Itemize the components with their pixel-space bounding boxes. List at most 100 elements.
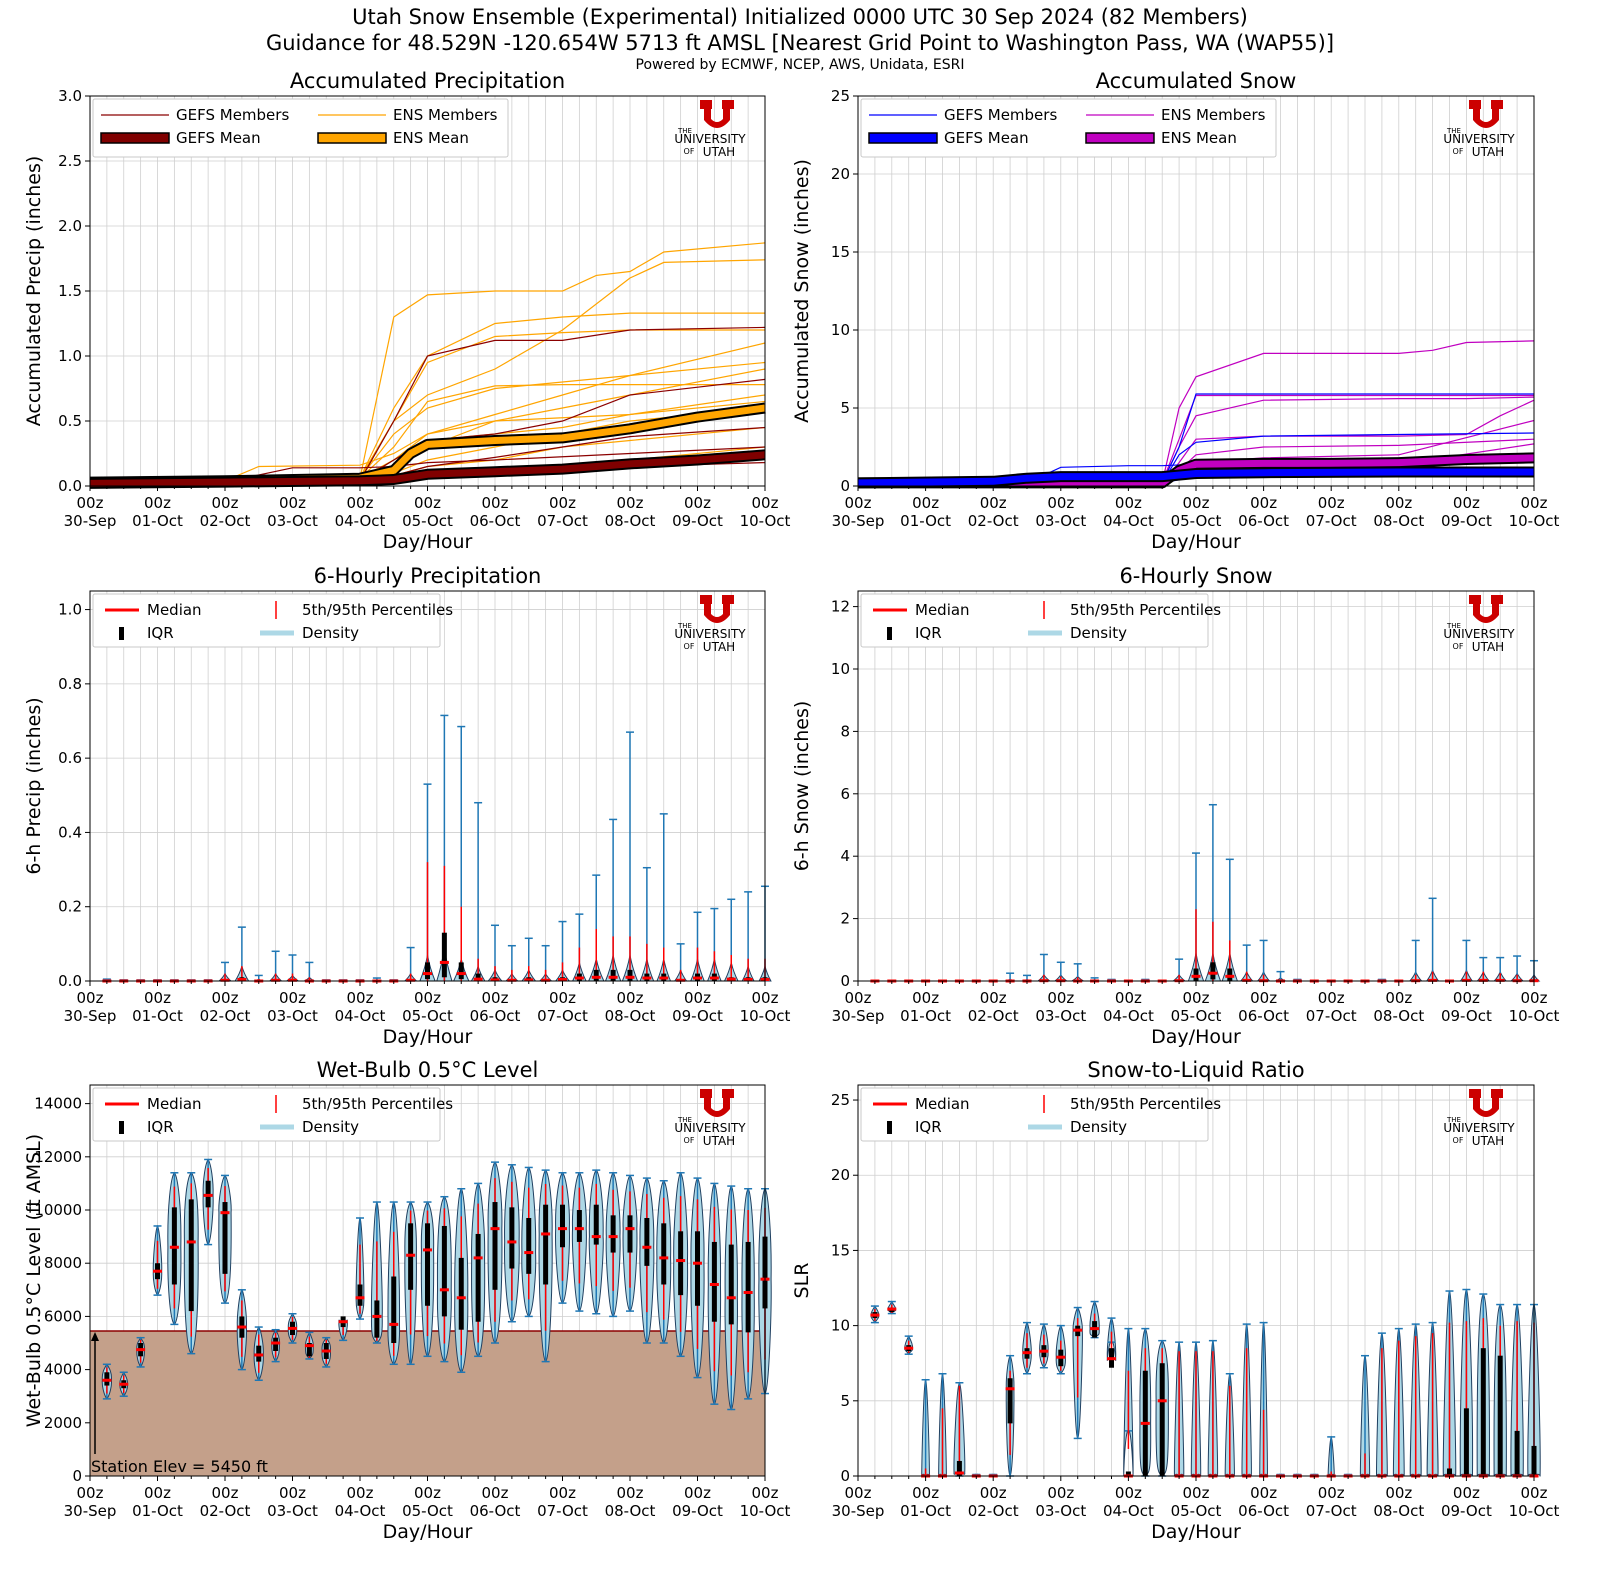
logo-the: THE <box>1446 1116 1461 1124</box>
x-tick-label-hour: 00z <box>414 989 441 1007</box>
x-tick-label-hour: 00z <box>1115 494 1142 512</box>
legend-entry: 5th/95th Percentiles <box>1070 1095 1221 1113</box>
logo-the: THE <box>1446 127 1461 135</box>
chart-accum_snow: 051015202500z30-Sep00z01-Oct00z02-Oct00z… <box>791 69 1560 553</box>
violin <box>1004 972 1016 983</box>
x-tick-label-date: 09-Oct <box>672 1502 723 1520</box>
x-tick-label-hour: 00z <box>1453 1484 1480 1502</box>
x-tick-label-hour: 00z <box>1385 494 1412 512</box>
legend-entry: Density <box>302 1118 359 1136</box>
violin <box>152 1224 163 1297</box>
x-tick-label-hour: 00z <box>1318 989 1345 1007</box>
legend-box <box>860 593 1209 648</box>
iqr-box <box>560 1204 565 1248</box>
x-tick-label-hour: 00z <box>845 494 872 512</box>
violin <box>471 1182 486 1358</box>
legend-swatch-mean <box>1085 132 1155 144</box>
violin <box>254 974 264 983</box>
iqr-box <box>441 1225 447 1317</box>
x-tick-label-date: 08-Oct <box>605 1007 656 1025</box>
x-tick-label-hour: 00z <box>684 494 711 512</box>
iqr-box <box>222 1202 228 1274</box>
y-tick-label: 0.0 <box>58 477 82 495</box>
x-tick-label-hour: 00z <box>1183 1484 1210 1502</box>
legend-entry: GEFS Members <box>176 106 289 124</box>
legend-entry: GEFS Mean <box>944 129 1029 147</box>
x-tick-label-date: 02-Oct <box>968 1007 1019 1025</box>
violin <box>1155 1339 1169 1477</box>
violin <box>387 1201 401 1366</box>
violin <box>538 1169 553 1363</box>
iqr-box <box>610 969 616 981</box>
iqr-box <box>593 969 599 981</box>
x-tick-label-date: 04-Oct <box>1103 1502 1154 1520</box>
violin <box>1187 852 1205 982</box>
violin <box>1442 1290 1457 1478</box>
x-tick-label-hour: 00z <box>912 494 939 512</box>
plot-series <box>89 242 766 489</box>
iqr-box <box>644 1217 650 1266</box>
x-tick-label-hour: 00z <box>77 1484 104 1502</box>
logo-of: OF <box>1453 147 1464 156</box>
violin <box>554 920 571 982</box>
x-tick-label-hour: 00z <box>845 1484 872 1502</box>
x-tick-label-date: 05-Oct <box>1171 512 1222 530</box>
chart-six_hourly_precip: 0.00.20.40.60.81.000z30-Sep00z01-Oct00z0… <box>23 564 791 1048</box>
x-tick-label-date: 07-Oct <box>537 1007 588 1025</box>
violin <box>304 961 315 983</box>
violin <box>167 1172 182 1326</box>
member-line <box>89 326 766 484</box>
legend: GEFS Members ENS Members GEFS Mean ENS Mean <box>92 98 509 158</box>
violin <box>887 1300 897 1315</box>
violin <box>1359 1354 1371 1478</box>
member-line <box>858 340 1535 484</box>
violin <box>287 1312 298 1344</box>
iqr-box <box>357 1284 363 1306</box>
x-tick-label-hour: 00z <box>980 494 1007 512</box>
x-tick-label-hour: 00z <box>77 494 104 512</box>
iqr-box <box>1193 968 1199 981</box>
violin <box>904 1335 914 1356</box>
iqr-box <box>627 1215 633 1253</box>
x-tick-label-hour: 00z <box>1115 1484 1142 1502</box>
iqr-box <box>391 1276 397 1344</box>
x-axis-label: Day/Hour <box>383 1026 473 1048</box>
logo-utah: UTAH <box>1472 640 1504 654</box>
legend: Median 5th/95th Percentiles IQR Density <box>860 1087 1221 1142</box>
x-tick-label-hour: 00z <box>845 989 872 1007</box>
x-tick-label-hour: 00z <box>1183 989 1210 1007</box>
x-tick-label-hour: 00z <box>1250 1484 1277 1502</box>
legend-entry: Median <box>915 601 970 619</box>
legend-entry: GEFS Mean <box>176 129 261 147</box>
violin <box>587 874 605 982</box>
violin <box>217 961 233 982</box>
x-tick-label-hour: 00z <box>912 989 939 1007</box>
violin <box>1239 944 1254 982</box>
y-axis-label: 6-h Snow (inches) <box>791 701 813 872</box>
violin <box>1173 1341 1185 1478</box>
logo-of: OF <box>1453 642 1464 651</box>
x-tick-label-date: 06-Oct <box>470 512 521 530</box>
iqr-box <box>627 969 633 981</box>
logo-university: UNIVERSITY <box>1443 132 1515 146</box>
x-tick-label-date: 01-Oct <box>132 512 183 530</box>
legend-entry: ENS Mean <box>393 129 469 147</box>
violin <box>689 911 706 982</box>
x-tick-label-hour: 00z <box>980 989 1007 1007</box>
legend-entry: ENS Members <box>393 106 498 124</box>
violin <box>1409 1323 1422 1478</box>
x-tick-label-hour: 00z <box>752 989 779 1007</box>
legend-entry: GEFS Members <box>944 106 1057 124</box>
y-tick-label: 0.2 <box>58 898 82 916</box>
y-tick-label: 5 <box>840 1392 850 1410</box>
iqr-box <box>1463 1408 1469 1476</box>
x-tick-label-hour: 00z <box>1318 494 1345 512</box>
x-tick-label-date: 30-Sep <box>64 1007 117 1025</box>
legend-swatch-iqr <box>119 1121 124 1134</box>
logo-the: THE <box>1446 622 1461 630</box>
x-tick-label-hour: 00z <box>549 989 576 1007</box>
logo-university: UNIVERSITY <box>1443 1121 1515 1135</box>
violin <box>1259 1321 1269 1478</box>
